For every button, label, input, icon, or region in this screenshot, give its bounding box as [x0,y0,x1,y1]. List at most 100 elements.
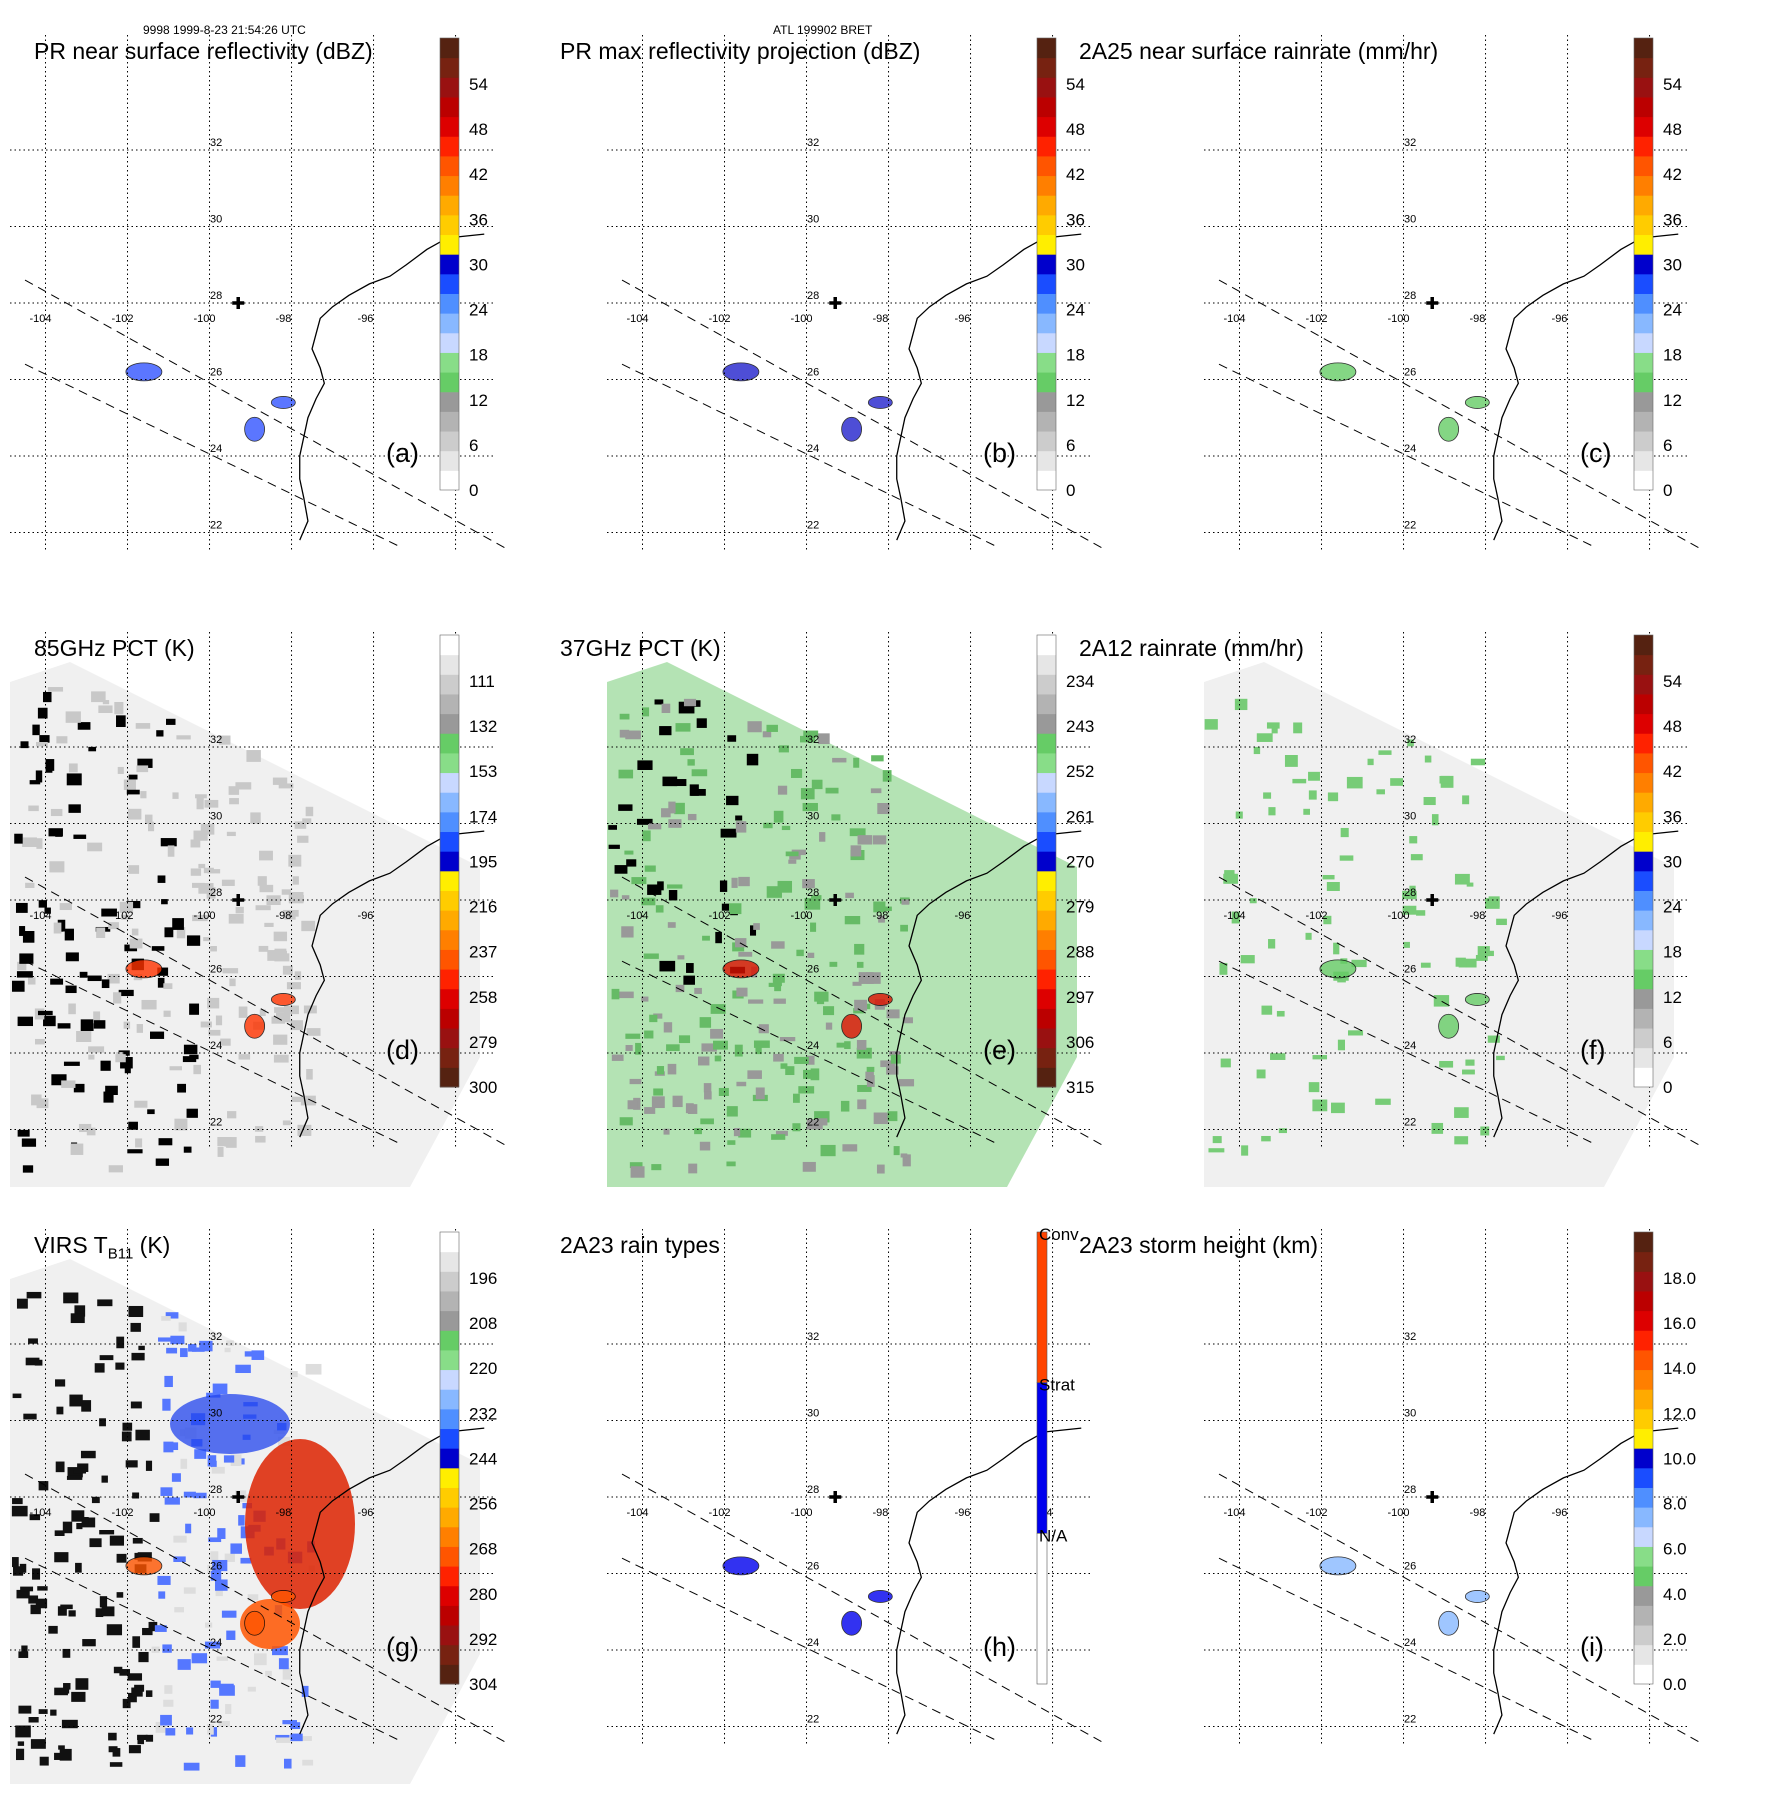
swath-pixel [831,814,841,821]
swath-pixel [889,1051,900,1056]
swath-pixel [755,1087,765,1100]
swath-pixel [866,1066,875,1072]
colorbar-tick-label: 8.0 [1663,1495,1687,1514]
swath-pixel [235,1490,247,1496]
storm-center-marker [232,297,245,309]
swath-pixel [132,1537,143,1544]
swath-pixel [48,1625,58,1634]
swath-pixel [68,804,81,813]
colorbar-tick-label: 54 [1066,75,1085,94]
colorbar-segment [1037,910,1056,931]
swath-pixel [165,1728,176,1736]
swath-pixel [166,1347,178,1354]
swath-pixel [65,711,81,723]
colorbar-segment [440,733,459,754]
longitude-label: -98 [873,313,889,325]
swath-pixel [109,1762,123,1767]
swath-pixel [15,1748,25,1761]
storm-center-marker [232,894,245,906]
swath-pixel [89,1538,102,1548]
colorbar-segment [1634,870,1653,891]
swath-pixel [160,1487,173,1496]
swath-pixel [290,1020,303,1031]
precip-cell [125,959,163,979]
colorbar-segment [1634,890,1653,911]
colorbar-segment [440,1408,459,1430]
swath-pixel [294,821,307,829]
swath-pixel [66,773,82,786]
swath-pixel [230,1454,242,1466]
coastline [896,830,1082,1138]
swath-pixel [618,769,634,779]
swath-pixel [844,916,861,925]
swath-pixel [183,1146,192,1153]
swath-pixel [659,960,676,972]
swath-pixel [1271,726,1278,734]
colorbar-segment [1634,1664,1653,1685]
swath-pixel [253,1653,267,1666]
swath-pixel [1263,792,1272,799]
colorbar-segment [1037,1067,1056,1088]
colorbar-segment [1634,1330,1653,1351]
header-timestamp: 9998 1999-8-23 21:54:26 UTC [143,23,306,37]
colorbar-segment [1634,1028,1653,1049]
swath-pixel [141,999,157,1010]
longitude-label: -104 [30,1507,52,1519]
latitude-label: 22 [807,1117,819,1129]
swath-pixel [800,788,815,800]
colorbar-tick-label: 18 [1066,346,1085,365]
swath-pixel [14,833,23,844]
swath-pixel [773,977,782,987]
swath-pixel [817,733,830,745]
latitude-label: 28 [807,887,819,899]
colorbar-segment [440,1008,459,1029]
swath-pixel [1312,1099,1328,1112]
swath-pixel [290,1733,303,1742]
storm-center-marker [1426,894,1439,906]
colorbar-segment [1037,851,1056,872]
latitude-label: 32 [1404,1331,1416,1343]
swath-pixel [850,845,862,857]
colorbar-segment [440,1625,459,1646]
colorbar-segment [440,1369,459,1390]
swath-pixel [49,861,65,873]
swath-pixel [631,877,647,885]
colorbar-segment [1634,254,1653,275]
swath-pixel [204,1622,213,1628]
swath-pixel [226,831,236,837]
swath-pixel [251,1350,265,1360]
swath-pixel [748,999,764,1004]
colorbar-segment [1037,752,1056,774]
colorbar-segment [1037,372,1056,393]
swath-pixel [186,1108,198,1118]
swath-pixel [119,901,134,913]
swath-pixel [621,926,634,938]
swath-pixel [726,795,739,806]
swath-area [10,662,480,1187]
latitude-label: 30 [807,811,819,823]
colorbar-segment [1634,693,1653,715]
swath-pixel [161,899,168,905]
colorbar-segment [440,1232,459,1253]
swath-pixel [667,1063,677,1075]
swath-pixel [1292,778,1307,784]
swath-pixel [246,750,261,762]
colorbar-segment [440,1271,459,1292]
panel-title-text: VIRS T [34,1232,108,1258]
colorbar-tick-label: 30 [1663,852,1682,871]
swath-pixel [763,822,773,829]
swath-pixel [791,849,806,856]
panel-label: (c) [1580,438,1612,468]
swath-pixel [853,1008,864,1014]
colorbar-tick-label: 6 [1066,436,1075,455]
map-canvas: 323028262422-104-102-100-98-96-945448423… [10,35,505,550]
colorbar-segment [440,273,459,294]
latitude-label: 32 [210,137,222,149]
swath-pixel [802,802,818,812]
swath-pixel [190,839,201,848]
swath-pixel [702,935,710,941]
swath-pixel [212,1383,228,1395]
panel-title-text: 2A25 near surface rainrate (mm/hr) [1079,38,1439,64]
swath-pixel [630,1166,645,1178]
storm-center-marker [829,1491,842,1503]
